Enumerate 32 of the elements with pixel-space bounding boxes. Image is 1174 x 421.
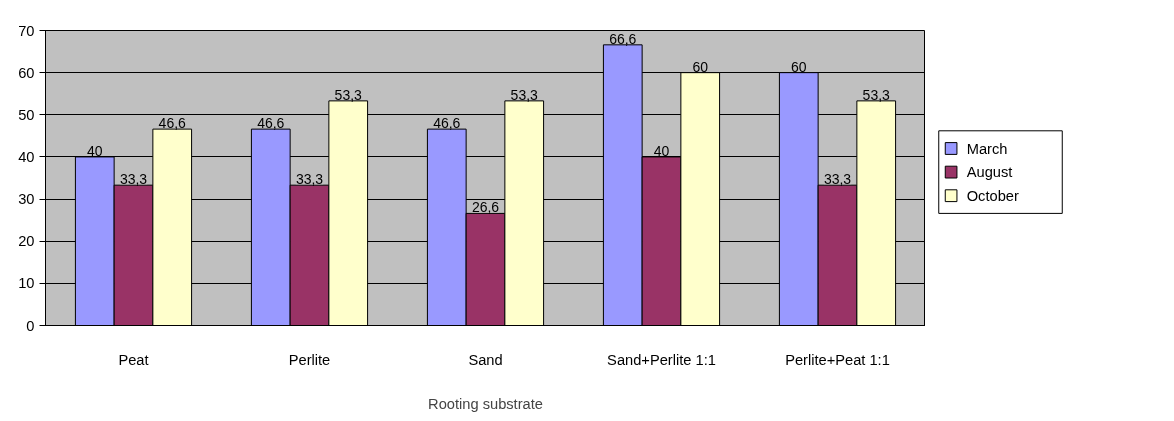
data-label: 33,3: [119, 171, 148, 188]
data-label: 60: [692, 58, 709, 75]
data-label: 46,6: [433, 115, 461, 132]
data-label: 33,3: [295, 171, 324, 188]
y-tick-label: 70: [18, 22, 35, 39]
legend-label: March: [966, 140, 1008, 157]
data-label: 40: [653, 142, 670, 159]
x-axis-title: Rooting substrate: [428, 395, 543, 412]
data-label: 60: [790, 58, 807, 75]
y-tick-label: 10: [18, 275, 35, 292]
x-tick-label: Perlite: [288, 351, 331, 368]
data-label: 46,6: [257, 115, 285, 132]
x-tick-label: Perlite+Peat 1:1: [785, 351, 890, 368]
x-tick-label: Peat: [118, 351, 149, 368]
data-label: 66,6: [609, 30, 637, 47]
y-tick-label: 50: [18, 106, 35, 123]
data-label: 53,3: [862, 86, 891, 103]
data-label: 53,3: [510, 86, 539, 103]
y-tick-label: 0: [26, 317, 35, 334]
legend-label: October: [966, 187, 1019, 204]
data-label: 33,3: [823, 171, 852, 188]
y-tick-label: 30: [18, 191, 35, 208]
data-label: 26,6: [471, 199, 500, 216]
y-tick-label: 20: [18, 233, 35, 250]
data-label: 53,3: [334, 86, 363, 103]
data-label: 40: [86, 142, 103, 159]
y-tick-label: 60: [18, 64, 35, 81]
data-label: 46,6: [158, 115, 187, 132]
y-tick-label: 40: [18, 148, 35, 165]
x-tick-label: Sand: [468, 351, 503, 368]
legend-label: August: [966, 164, 1013, 181]
x-tick-label: Sand+Perlite 1:1: [607, 351, 716, 368]
